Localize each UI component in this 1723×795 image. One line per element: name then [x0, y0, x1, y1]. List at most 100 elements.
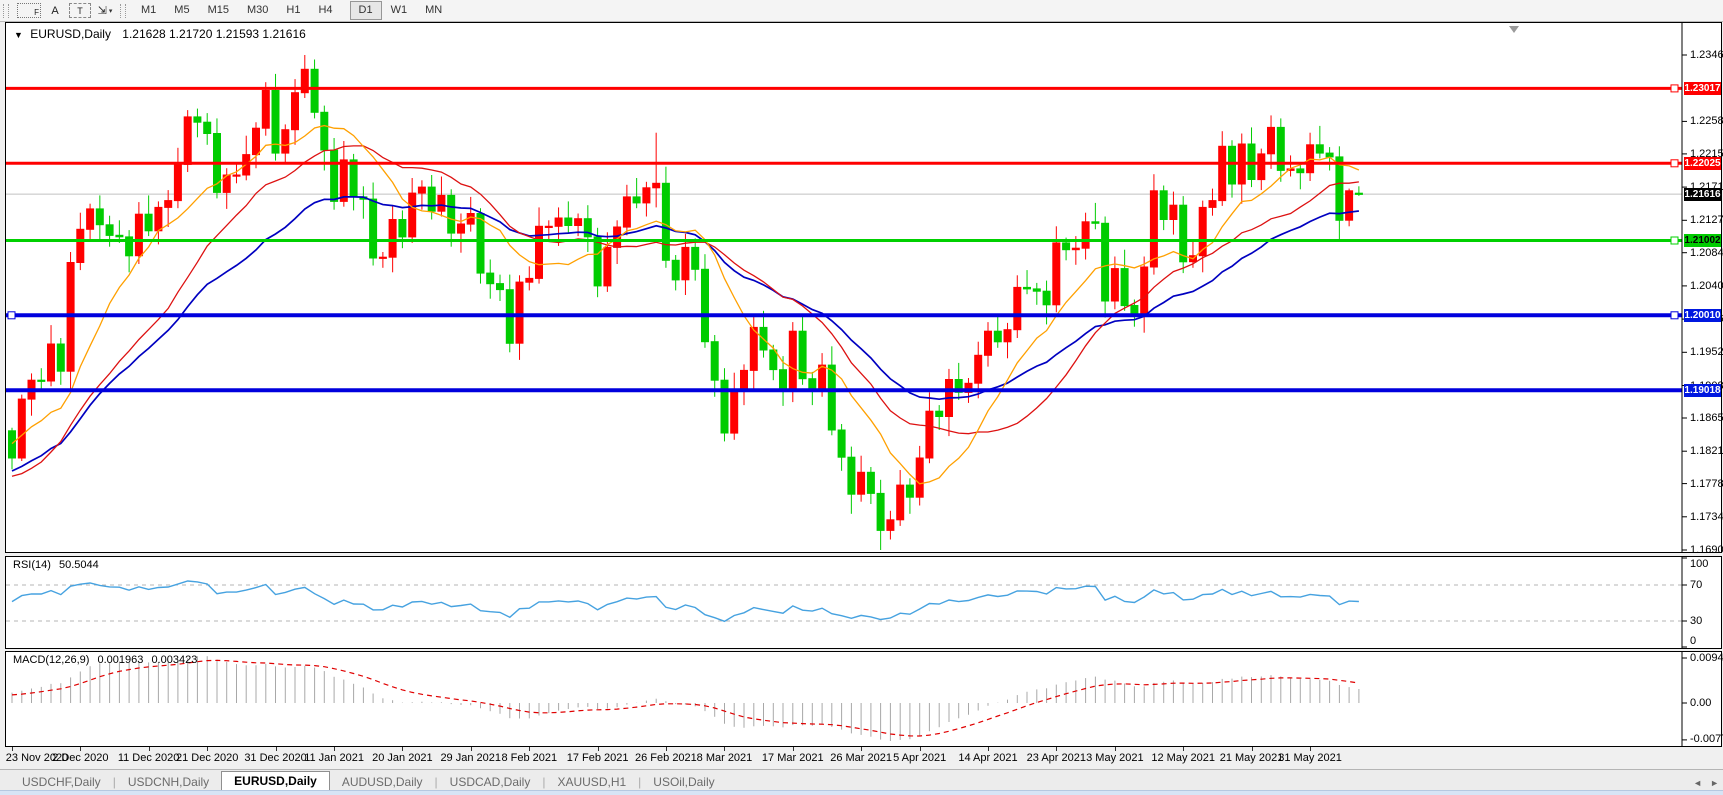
tab-audusd[interactable]: AUDUSD,Daily [341, 775, 423, 789]
macd-name: MACD(12,26,9) [13, 654, 90, 666]
up-candles [17, 55, 1354, 540]
date-label: 11 Jan 2021 [304, 752, 364, 764]
rsi-name: RSI(14) [13, 559, 51, 571]
macd-tick-label: 0.009478 [1690, 652, 1723, 664]
line-handle-icon[interactable] [1670, 311, 1679, 320]
label-tool-icon[interactable]: T [69, 3, 91, 18]
timeframe-button-d1[interactable]: D1 [349, 1, 382, 20]
price-tick-label: 1.23460 [1690, 49, 1723, 61]
date-label: 12 May 2021 [1151, 752, 1215, 764]
date-label: 21 Dec 2020 [175, 752, 239, 764]
ma-medium-line[interactable] [11, 145, 1359, 477]
date-label: 5 Apr 2021 [893, 752, 947, 764]
macd-histogram [11, 656, 1360, 741]
date-axis[interactable]: 23 Nov 2020 2 Dec 2020 11 Dec 2020 21 Dec 2… [0, 747, 1723, 769]
date-tick [919, 747, 921, 751]
price-tag-1.21002: 1.21002 [1684, 233, 1721, 247]
date-tick [792, 747, 794, 751]
tab-separator: | [638, 775, 642, 789]
macd-plot[interactable] [6, 652, 1721, 746]
tab-xauusd[interactable]: XAUUSD,H1 [557, 775, 627, 789]
rsi-label: RSI(14) 50.5044 [13, 559, 99, 571]
date-tick [1114, 747, 1116, 751]
timeframe-button-mn[interactable]: MN [425, 4, 443, 16]
rsi-plot[interactable] [6, 557, 1721, 648]
chart-ohlc-values: 1.21628 1.21720 1.21593 1.21616 [122, 27, 306, 41]
macd-signal-line [11, 659, 1359, 737]
arrow-tools-caret-icon[interactable]: ▾ [108, 7, 113, 15]
price-tag-1.20010: 1.20010 [1684, 308, 1721, 322]
date-tick [1251, 747, 1253, 751]
macd-tick-label: -0.00777 [1690, 733, 1723, 745]
price-tag-1.19018: 1.19018 [1684, 383, 1721, 397]
rsi-line [11, 580, 1359, 623]
chart-title-toggle-icon[interactable]: ▼ [14, 30, 23, 40]
drawing-tools-group: F A T ⇲ ▾ [15, 2, 117, 19]
tab-usoil[interactable]: USOil,Daily [653, 775, 715, 789]
chart-symbol-label: EURUSD,Daily [30, 27, 111, 41]
toolbar-grip-2[interactable] [120, 3, 126, 18]
tab-usdchf[interactable]: USDCHF,Daily [22, 775, 101, 789]
chart-tabs: USDCHF,Daily | USDCNH,Daily EURUSD,Daily AUD… [10, 771, 727, 791]
text-tool-icon[interactable]: A [51, 4, 59, 17]
timeframe-button-m1[interactable]: M1 [141, 4, 157, 16]
date-tick [470, 747, 472, 751]
date-tick [665, 747, 667, 751]
timeframe-button-m5[interactable]: M5 [174, 4, 190, 16]
tab-usdcnh[interactable]: USDCNH,Daily [127, 775, 210, 789]
price-tag-1.21616: 1.21616 [1684, 187, 1721, 201]
line-handle-icon[interactable] [7, 311, 16, 320]
date-tick [12, 747, 13, 751]
price-tick-label: 1.18210 [1690, 445, 1723, 458]
timeframe-button-m15[interactable]: M15 [207, 4, 229, 16]
price-tick-label: 1.20400 [1690, 279, 1723, 292]
candlestick-plot[interactable] [6, 23, 1721, 552]
date-label: 8 Mar 2021 [696, 752, 753, 764]
date-tick [724, 747, 726, 751]
date-label: 17 Feb 2021 [566, 752, 629, 764]
tab-scroll-right-icon[interactable]: ► [1710, 778, 1719, 788]
price-tick-label: 1.22580 [1690, 115, 1723, 128]
macd-indicator-panel[interactable]: MACD(12,26,9) 0.001963 0.003423 0.009478… [5, 651, 1723, 747]
date-tick [1183, 747, 1185, 751]
date-tick [207, 747, 209, 751]
date-tick [597, 747, 599, 751]
price-tag-1.23017: 1.23017 [1684, 81, 1721, 95]
chart-shift-icon[interactable] [1509, 26, 1519, 33]
tab-eurusd[interactable]: EURUSD,Daily [221, 771, 330, 791]
fibonacci-tool-icon[interactable]: F [17, 3, 41, 18]
toolbar-grip[interactable] [3, 3, 9, 18]
price-tick-label: 1.17780 [1690, 477, 1723, 490]
rsi-indicator-panel[interactable]: RSI(14) 50.5044 100 70 30 0 [5, 556, 1722, 649]
date-label: 21 May 2021 [1219, 752, 1284, 764]
price-tick-label: 1.17340 [1690, 510, 1723, 523]
date-label: 17 Mar 2021 [761, 752, 824, 764]
date-label: 31 Dec 2020 [244, 752, 307, 764]
tab-separator: | [112, 775, 116, 789]
chart-title: ▼ EURUSD,Daily 1.21628 1.21720 1.21593 1… [14, 27, 306, 41]
date-label: 26 Feb 2021 [635, 752, 697, 764]
date-tick [402, 747, 404, 751]
arrow-tools-icon[interactable]: ⇲ ▾ [97, 5, 113, 17]
ma-fast-line[interactable] [11, 124, 1360, 485]
tab-usdcad[interactable]: USDCAD,Daily [449, 775, 531, 789]
macd-tick-label: 0.00 [1690, 697, 1712, 709]
line-handle-icon[interactable] [1670, 159, 1679, 168]
price-chart-panel[interactable]: ▼ EURUSD,Daily 1.21628 1.21720 1.21593 1… [5, 22, 1723, 556]
timeframe-button-h4[interactable]: H4 [318, 4, 333, 16]
date-tick [529, 747, 531, 751]
date-label: 31 May 2021 [1278, 752, 1342, 764]
line-handle-icon[interactable] [1670, 236, 1679, 245]
timeframe-button-w1[interactable]: W1 [390, 4, 408, 16]
date-label: 14 Apr 2021 [958, 752, 1018, 764]
date-tick [148, 747, 150, 751]
date-tick [988, 747, 989, 751]
date-label: 2 Dec 2020 [52, 752, 109, 764]
timeframe-button-m30[interactable]: M30 [246, 4, 269, 16]
date-label: 11 Dec 2020 [117, 752, 180, 764]
tab-scroll-left-icon[interactable]: ◄ [1693, 778, 1703, 788]
price-tick-label: 1.21270 [1690, 214, 1723, 227]
line-handle-icon[interactable] [1670, 84, 1679, 93]
date-label: 23 Nov 2020 [5, 752, 69, 764]
timeframe-button-h1[interactable]: H1 [286, 4, 301, 16]
